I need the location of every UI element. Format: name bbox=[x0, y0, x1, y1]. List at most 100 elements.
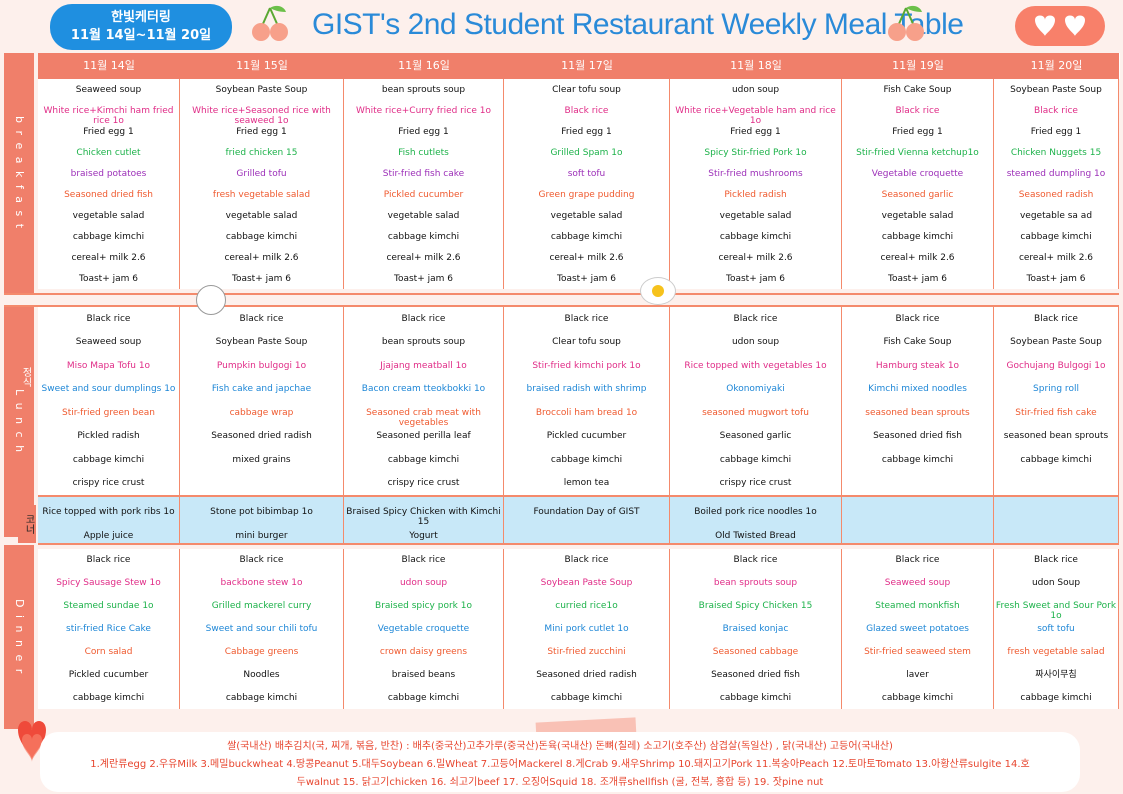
breakfast-menu-item: Toast+ jam 6 bbox=[232, 273, 291, 284]
dinner-menu-item: Black rice bbox=[1034, 555, 1078, 566]
dinner-column: Black rice Seaweed soup Steamed monkfish Gl… bbox=[842, 549, 994, 709]
day-header: 11월 15일 bbox=[180, 53, 345, 79]
lunch-menu-item: cabbage kimchi bbox=[72, 454, 145, 465]
breakfast-menu-item: vegetable salad bbox=[719, 210, 792, 221]
breakfast-menu-item: Fried egg 1 bbox=[730, 126, 781, 137]
dinner-menu-item: Fresh Sweet and Sour Pork 1o bbox=[995, 601, 1117, 622]
lunch-column: Black rice Fish Cake Soup Hamburg steak 1o… bbox=[842, 307, 994, 495]
breakfast-menu-item: White rice+Kimchi ham fried rice 1o bbox=[43, 105, 174, 126]
section-divider bbox=[4, 293, 1119, 295]
dinner-column: Black rice Spicy Sausage Stew 1o Steamed s… bbox=[38, 549, 180, 709]
dinner-menu-item: Sweet and sour chili tofu bbox=[205, 624, 318, 634]
lunch-menu-item: Seasoned crab meat with vegetables bbox=[366, 407, 481, 428]
lunch-menu-item: lemon tea bbox=[563, 478, 610, 489]
lunch-menu-item: cabbage kimchi bbox=[1020, 454, 1092, 465]
breakfast-menu-item: cereal+ milk 2.6 bbox=[224, 252, 299, 263]
dinner-menu-item: cabbage kimchi bbox=[1020, 692, 1092, 703]
lunch-menu-item: cabbage kimchi bbox=[550, 454, 623, 465]
breakfast-menu-item: Toast+ jam 6 bbox=[557, 273, 616, 284]
dinner-menu-item: Vegetable croquette bbox=[377, 624, 470, 634]
lunch-menu-item: Seaweed soup bbox=[75, 337, 142, 348]
breakfast-menu-item: Toast+ jam 6 bbox=[726, 273, 785, 284]
dinner-menu-item: cabbage kimchi bbox=[719, 692, 792, 703]
breakfast-menu-item: vegetable salad bbox=[881, 210, 954, 221]
egg-yolk-icon bbox=[652, 285, 664, 297]
breakfast-menu-item: cabbage kimchi bbox=[881, 231, 954, 242]
dinner-column: Black rice Soybean Paste Soup curried rice… bbox=[504, 549, 670, 709]
dinner-menu-item: Stir-fried seaweed stem bbox=[864, 646, 971, 657]
lunch-menu-item: cabbage wrap bbox=[229, 407, 294, 418]
lunch-menu-item: Black rice bbox=[401, 313, 446, 324]
breakfast-menu-item: Fried egg 1 bbox=[561, 126, 612, 137]
lunch-menu-item: udon soup bbox=[731, 337, 780, 348]
dinner-menu-item: Black rice bbox=[401, 555, 446, 566]
corner-menu-item: Foundation Day of GIST bbox=[533, 507, 640, 517]
date-range: 11월 14일~11월 20일 bbox=[70, 28, 212, 43]
breakfast-menu-item: vegetable salad bbox=[225, 210, 298, 221]
dinner-menu-item: cabbage kimchi bbox=[225, 692, 298, 703]
lunch-menu-item: Rice topped with vegetables 1o bbox=[684, 360, 827, 371]
hearts-decoration-icon bbox=[1015, 6, 1105, 46]
meal-table: b r e a k f a s t L u n c h D i n n e r 정식 코… bbox=[4, 53, 1120, 753]
dinner-label: D i n n e r bbox=[4, 545, 34, 729]
day-header: 11월 18일 bbox=[670, 53, 843, 79]
lunch-menu-item: Seasoned dried radish bbox=[211, 431, 312, 442]
lunch-menu-item: Bacon cream tteokbokki 1o bbox=[361, 384, 486, 395]
dinner-column: Black rice backbone stew 1o Grilled macker… bbox=[180, 549, 344, 709]
dinner-menu-item: Braised spicy pork 1o bbox=[375, 601, 472, 612]
dinner-menu-item: Seasoned dried fish bbox=[711, 669, 800, 680]
lunch-column: Black rice bean sprouts soup Jjajang meatb… bbox=[344, 307, 504, 495]
breakfast-menu-item: fried chicken 15 bbox=[225, 147, 298, 158]
dinner-menu-item: Spicy Sausage Stew 1o bbox=[56, 578, 161, 589]
lunch-menu-item: braised radish with shrimp bbox=[526, 384, 647, 395]
lunch-menu-item: Fish cake and japchae bbox=[211, 384, 312, 395]
corner-menu-item: Rice topped with pork ribs 1o bbox=[42, 507, 175, 517]
lunch-menu-item: Gochujang Bulgogi 1o bbox=[1006, 360, 1106, 371]
breakfast-menu-item: Stir-fried Vienna ketchup1o bbox=[856, 147, 979, 158]
lunch-column: Black rice Seaweed soup Miso Mapa Tofu 1o S… bbox=[38, 307, 180, 495]
allergen-list-cont: 두walnut 15. 닭고기chicken 16. 쇠고기beef 17. 오… bbox=[296, 777, 824, 788]
breakfast-menu-item: Fried egg 1 bbox=[83, 126, 134, 137]
corner-menu-item: Boiled pork rice noodles 1o bbox=[694, 507, 817, 517]
breakfast-menu-item: White rice+Curry fried rice 1o bbox=[356, 105, 491, 116]
dinner-menu-item: Noodles bbox=[243, 669, 280, 680]
dinner-menu-item: Braised Spicy Chicken 15 bbox=[698, 601, 813, 612]
breakfast-menu-item: Fried egg 1 bbox=[892, 126, 943, 137]
lunch-menu-item: seasoned bean sprouts bbox=[1003, 431, 1109, 442]
breakfast-menu-item: Spicy Stir-fried Pork 1o bbox=[704, 147, 807, 158]
dinner-menu-item: Steamed sundae 1o bbox=[63, 601, 154, 612]
corner-column: Stone pot bibimbap 1o mini burger bbox=[180, 495, 344, 545]
dinner-menu-item: stir-fried Rice Cake bbox=[66, 624, 151, 634]
lunch-menu-item: Hamburg steak 1o bbox=[875, 360, 960, 371]
dinner-menu-item: Seasoned dried radish bbox=[536, 669, 637, 680]
breakfast-menu-item: cabbage kimchi bbox=[550, 231, 623, 242]
breakfast-menu-item: Soybean Paste Soup bbox=[1010, 84, 1102, 95]
corner-menu-item: mini burger bbox=[235, 531, 288, 541]
dinner-column: Black rice udon Soup Fresh Sweet and Sour … bbox=[994, 549, 1119, 709]
dinner-menu-item: Grilled mackerel curry bbox=[211, 601, 312, 612]
lunch-menu-item: seasoned bean sprouts bbox=[865, 407, 970, 418]
lunch-menu-item: Soybean Paste Soup bbox=[215, 337, 308, 348]
breakfast-menu-item: Seasoned garlic bbox=[881, 189, 954, 200]
dinner-menu-item: backbone stew 1o bbox=[220, 578, 303, 589]
dinner-menu-item: Seasoned cabbage bbox=[712, 646, 799, 657]
lunch-menu-item: Stir-fried kimchi pork 1o bbox=[532, 360, 641, 371]
dinner-menu-item: Corn salad bbox=[84, 646, 133, 657]
breakfast-menu-item: braised potatoes bbox=[70, 168, 147, 179]
dinner-menu-item: laver bbox=[906, 669, 929, 680]
lunch-menu-item: Sweet and sour dumplings 1o bbox=[41, 384, 176, 395]
lunch-menu-item: crispy rice crust bbox=[387, 478, 460, 489]
dinner-menu-item: Stir-fried zucchini bbox=[547, 646, 626, 657]
breakfast-menu-item: White rice+Seasoned rice with seaweed 1o bbox=[192, 105, 331, 126]
breakfast-menu-item: Black rice bbox=[564, 105, 609, 116]
dinner-menu-item: cabbage kimchi bbox=[387, 692, 460, 703]
breakfast-menu-item: cabbage kimchi bbox=[1020, 231, 1092, 242]
dinner-menu-item: Black rice bbox=[895, 555, 940, 566]
lunch-menu-item: Stir-fried fish cake bbox=[1015, 407, 1097, 418]
lunch-menu-item: Jjajang meatball 1o bbox=[380, 360, 467, 371]
lunch-menu-item: mixed grains bbox=[232, 454, 291, 465]
cherry-icon bbox=[252, 5, 288, 41]
breakfast-menu-item: Chicken cutlet bbox=[76, 147, 141, 158]
dinner-menu-item: curried rice1o bbox=[555, 601, 618, 612]
dinner-menu-item: udon Soup bbox=[1031, 578, 1081, 589]
